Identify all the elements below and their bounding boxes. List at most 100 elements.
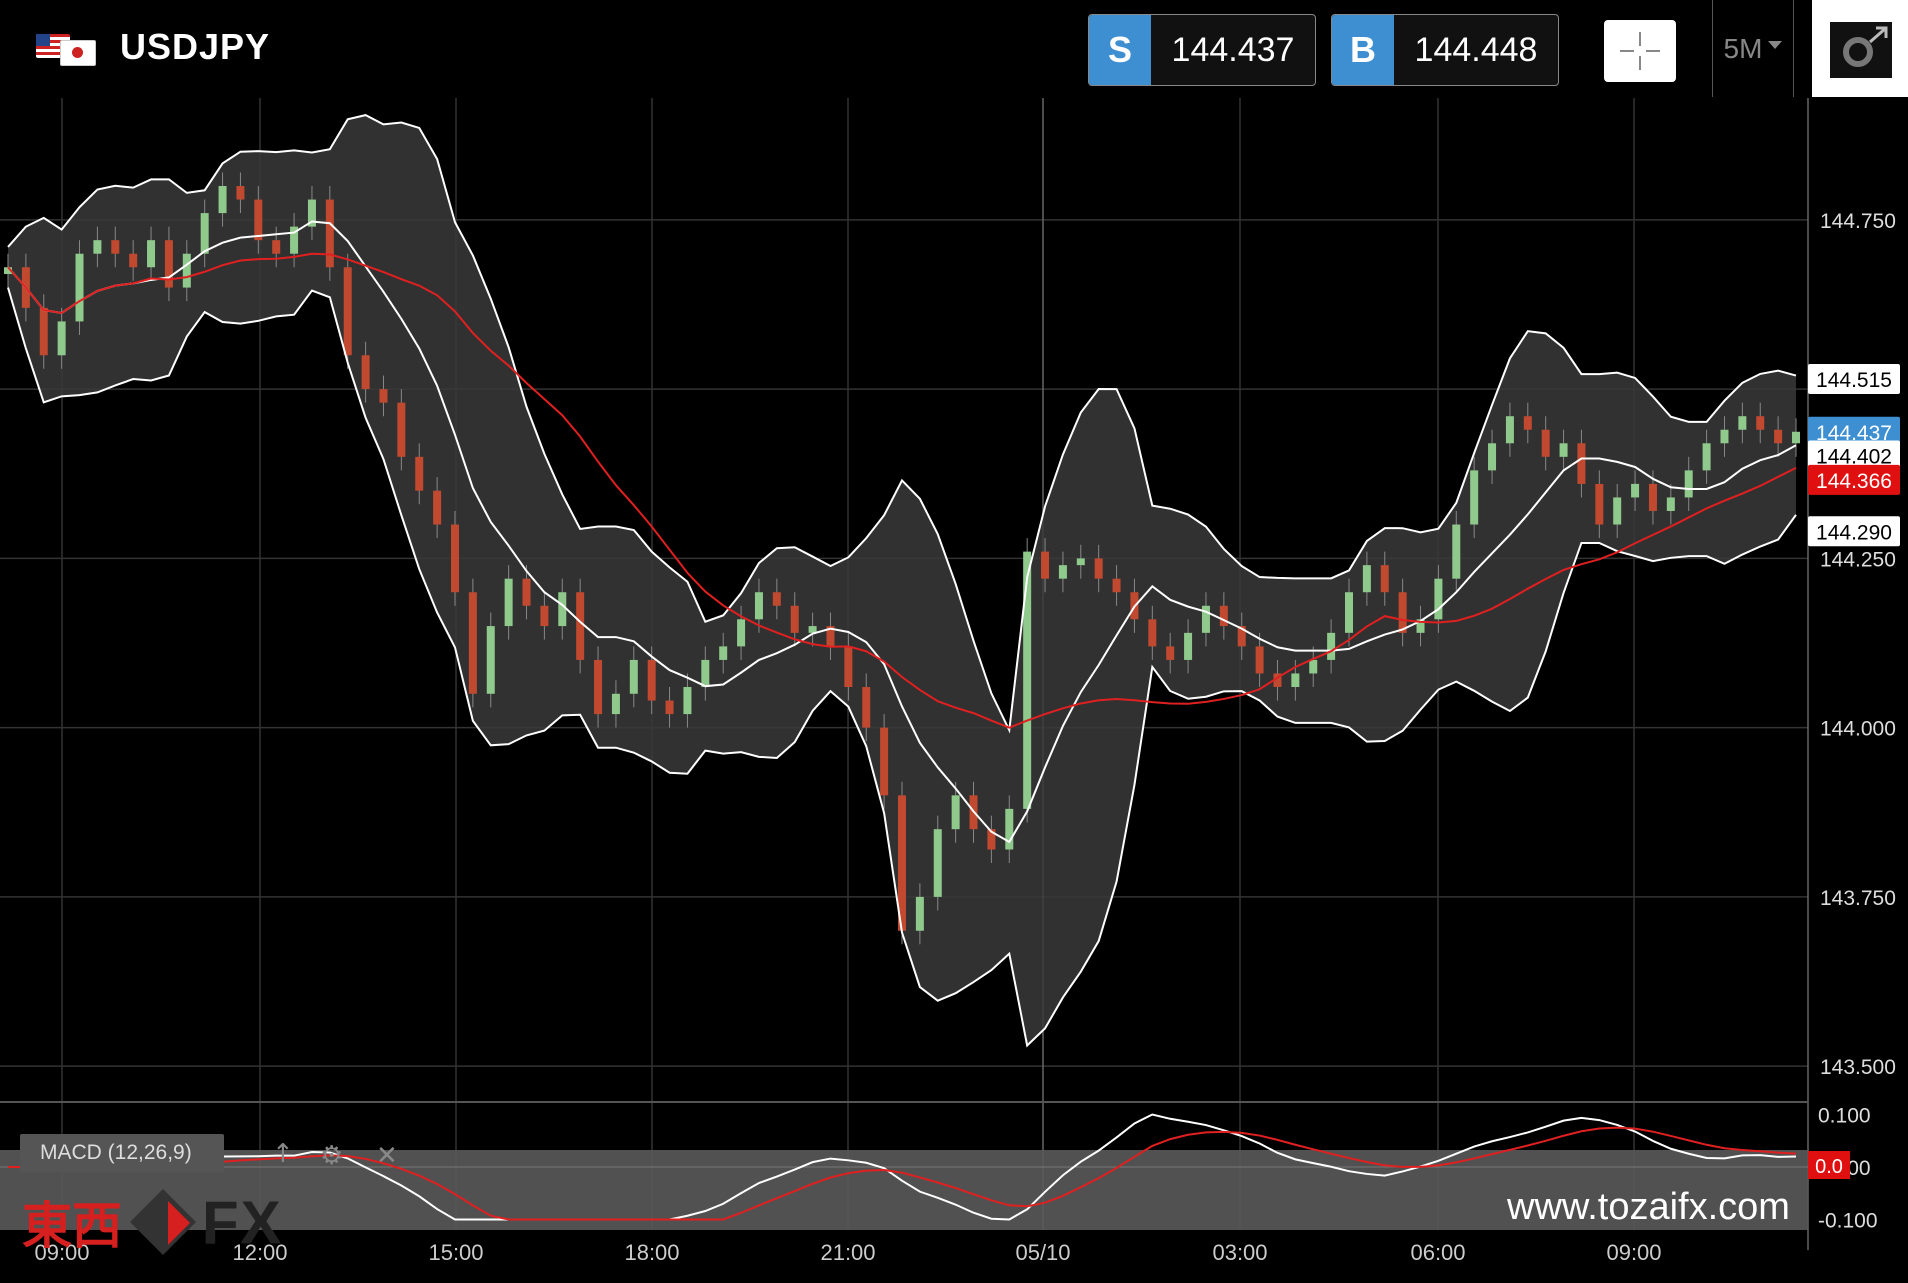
candle-body [486,626,495,694]
candle-body [1237,626,1246,647]
candle-body [39,307,48,356]
chart-header: USDJPY S 144.437 B 144.448 5M [0,0,1908,97]
macd-tick-label: 0.100 [1818,1105,1871,1128]
buy-price: 144.448 [1414,30,1538,69]
candle-body [987,829,996,850]
x-tick-label: 15:00 [428,1240,483,1265]
candle-body [272,240,281,254]
bollinger-upper-line [7,114,1797,734]
candle-body [1756,416,1765,430]
candle-body [343,267,352,356]
price-label-box [1808,516,1900,547]
candle-body [576,592,585,660]
candle-body [57,321,66,356]
candle-body [200,213,209,254]
candle-body [93,240,102,254]
timeframe-selector[interactable]: 5M [1712,0,1794,97]
candle-body [1684,470,1693,498]
candle-body [182,253,191,288]
candle-body [1523,416,1532,430]
crosshair-button[interactable] [1604,20,1676,82]
candle-body [844,646,853,688]
gear-icon [1830,22,1892,78]
candle-body [898,795,906,931]
brand-fx: FX [202,1188,283,1256]
instrument-symbol[interactable]: USDJPY [120,26,271,67]
bollinger-bands [8,115,1796,1046]
candle-body [701,659,710,688]
candle-body [826,626,835,647]
x-tick-label: 12:00 [232,1240,287,1265]
candle-body [218,186,227,214]
candle-body [1345,592,1353,633]
usd-jpy-flags-icon [36,34,96,66]
brand-kanji: 東西 [22,1197,122,1255]
x-tick-label: 09:00 [1606,1240,1661,1265]
candle-body [1273,673,1282,688]
candle-body [290,226,299,254]
bollinger-lower-line [7,287,1797,1048]
candle-body [1166,646,1175,660]
x-tick-label: 21:00 [820,1240,875,1265]
candle-body [862,687,871,728]
candle-body [1184,632,1193,660]
candle-body [1041,551,1050,579]
candle-body [1094,558,1103,579]
candle-body [772,592,781,606]
candle-body [611,693,620,715]
candle-body [594,659,603,715]
candle-body [1577,443,1586,484]
candle-body [1201,605,1210,633]
candle-body [236,186,245,200]
candle-body [683,687,692,715]
macd-line [8,1113,1797,1221]
candle-body [397,402,406,457]
bollinger-middle-line [7,220,1797,844]
x-tick-label: 05/10 [1015,1240,1070,1265]
candle-body [147,240,156,268]
candle-body [1470,470,1479,525]
y-tick-label: 143.500 [1820,1056,1896,1079]
candle-body [719,646,728,660]
candle-body [504,578,513,627]
candle-body [111,240,120,254]
website-url: www.tozaifx.com [1507,1186,1790,1228]
candle-body [1023,551,1032,809]
candle-body [1255,646,1264,674]
candle-body [1398,592,1407,633]
x-tick-label: 09:00 [34,1240,89,1265]
candle-body [379,389,388,403]
price-label-box [1808,416,1900,447]
price-label: 144.437 [1816,422,1892,445]
price-label-box [1808,363,1900,394]
candle-body [325,199,334,268]
candle-body [1219,605,1228,627]
close-icon: ✕ [376,1141,398,1171]
macd-panel-bg [0,1150,1808,1230]
candle-body [129,253,138,268]
candle-body [629,659,638,694]
settings-button[interactable] [1812,0,1908,97]
candle-body [1541,429,1550,457]
candle-body [1702,443,1711,471]
candle-body [1774,429,1783,444]
x-tick-label: 03:00 [1212,1240,1267,1265]
candle-body [468,592,477,694]
crosshair-icon [1620,32,1660,70]
gear-icon: ⚙ [320,1141,343,1171]
candle-body [737,619,746,647]
buy-button[interactable]: B 144.448 [1331,14,1559,86]
candle-body [415,456,424,491]
x-tick-label: 06:00 [1410,1240,1465,1265]
buy-tag: B [1332,15,1394,85]
sell-button[interactable]: S 144.437 [1088,14,1316,86]
candle-body [451,524,459,593]
candle-body [1738,416,1747,430]
candle-body [915,896,924,931]
brand-logo-icon [128,1187,198,1257]
candle-body [4,267,12,275]
candle-body [1416,619,1425,633]
macd-indicator-label[interactable]: MACD (12,26,9) [20,1134,224,1172]
